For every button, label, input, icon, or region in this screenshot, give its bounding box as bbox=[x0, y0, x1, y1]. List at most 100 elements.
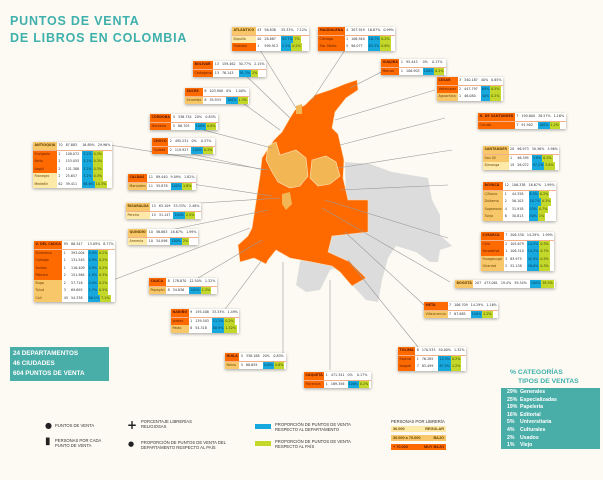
city-people: 86.703 bbox=[177, 123, 190, 128]
blue-swatch bbox=[255, 424, 271, 429]
dep-people: 96.973 bbox=[515, 146, 531, 155]
category-label: Universitaria bbox=[520, 419, 552, 426]
city-name: Cali bbox=[34, 294, 63, 302]
card-santander: SANTANDER 20 96.973 30.36% 3.96% San Gil 1 46.… bbox=[483, 146, 560, 170]
city-nat-share: 0.2% bbox=[98, 257, 109, 265]
city-name: Chía bbox=[481, 240, 504, 248]
city-name: Villavicencio bbox=[424, 310, 448, 318]
dep-share: 39.34% bbox=[514, 281, 527, 285]
dep-religious: 0% bbox=[189, 138, 200, 147]
dep-name: CALDAS bbox=[128, 174, 148, 183]
category-pct: 1% bbox=[507, 442, 515, 449]
city-dep-share: 1.9% bbox=[87, 272, 99, 280]
level-regular: 30.000 REGULAR bbox=[391, 426, 446, 432]
level-range: + 70.000 bbox=[393, 445, 408, 449]
city-points: 7 bbox=[516, 122, 519, 127]
city-nat-share: 0.2% bbox=[98, 279, 109, 287]
dep-religious: 20% bbox=[261, 353, 272, 362]
city-points: 8 bbox=[190, 326, 193, 330]
dep-points: 10 bbox=[147, 229, 155, 238]
card-magdalena: MAGDALENA 4 307.919 16.67% 0.99% Ciénaga 1 106… bbox=[318, 27, 396, 51]
card-bogota: BOGOTÁ 207 473.061 19.4% 39.34% 100% 39.3% bbox=[455, 280, 556, 288]
dep-religious: 16.67% bbox=[527, 182, 543, 191]
city-nat-share: 0.2% bbox=[434, 67, 445, 75]
dep-religious: 33.33% bbox=[171, 203, 188, 212]
city-dep-share: 91.7% bbox=[238, 69, 252, 77]
dep-points: 5 bbox=[239, 353, 245, 362]
legend-points-of-sale: PUNTOS DE VENTA bbox=[55, 423, 95, 428]
card-boyaca: BOYACÁ 12 106.338 16.67% 1.99% C/Sauro 1 44.35… bbox=[483, 182, 557, 221]
city-dep-share: 33% bbox=[528, 205, 538, 213]
city-name: Sta. Marta bbox=[318, 43, 345, 51]
card-cauca: CAUCA 8 178.870 12.50% 1.32% Popayán 8 34.836 1… bbox=[149, 278, 217, 294]
dep-religious: 14.29% bbox=[525, 232, 541, 241]
city-name: B/ventura bbox=[34, 249, 63, 257]
card-meta: META 7 106.709 14.29% 1.16% Villavicencio 7 67… bbox=[424, 302, 499, 318]
dep-name: CAUCA bbox=[149, 278, 167, 287]
dot-icon: ● bbox=[128, 440, 135, 448]
city-people: 54.338 bbox=[71, 295, 83, 300]
dep-religious: 16.67% bbox=[168, 229, 185, 238]
city-nat-share: 7% bbox=[293, 35, 301, 43]
dep-religious: 14.29% bbox=[469, 302, 485, 311]
dep-people: 495.231 bbox=[173, 138, 190, 147]
dep-name: ATLÁNTICO bbox=[232, 27, 256, 36]
dep-people: 87.883 bbox=[64, 142, 81, 151]
city-points: 2 bbox=[63, 273, 66, 277]
leader-lines bbox=[99, 49, 453, 370]
city-nat-share: 0.5% bbox=[539, 255, 550, 263]
city-points: 1 bbox=[505, 249, 508, 253]
city-people: 96.077 bbox=[351, 44, 363, 48]
dep-share: 0.99% bbox=[381, 27, 396, 36]
dep-name: SUCRE bbox=[185, 88, 203, 97]
city-dep-share: 100% bbox=[194, 122, 207, 130]
category-item: 16% Editorial bbox=[507, 412, 600, 420]
city-dep-share: 87.5% bbox=[438, 363, 451, 371]
city-name: Facatativá bbox=[481, 248, 504, 256]
city-points: 2 bbox=[58, 166, 61, 171]
dep-people: 56.863 bbox=[154, 229, 169, 238]
dep-share: 1.82% bbox=[182, 174, 197, 183]
dep-people: 170.533 bbox=[420, 347, 437, 356]
category-item: 25% Especializadas bbox=[507, 397, 600, 405]
city-dep-share: 100% bbox=[170, 182, 182, 190]
city-dep-share: 100% bbox=[170, 237, 182, 245]
dep-points: 8 bbox=[202, 88, 208, 97]
dep-points: 20 bbox=[508, 146, 516, 155]
city-points: 5 bbox=[346, 44, 349, 48]
plus-icon: + bbox=[127, 418, 138, 432]
city-points: 62 bbox=[58, 181, 63, 186]
city-people: 31.147 bbox=[158, 212, 171, 217]
map-antioquia bbox=[265, 141, 309, 189]
city-name: Ipiales bbox=[171, 317, 189, 325]
dep-religious: 30.36% bbox=[530, 146, 546, 155]
city-nat-share: 0.3% bbox=[92, 158, 103, 166]
category-label: Editorial bbox=[520, 411, 541, 418]
city-dep-share: 100% bbox=[262, 361, 275, 369]
dep-points: 2 bbox=[168, 138, 174, 147]
city-points: 2 bbox=[58, 151, 61, 156]
dep-religious: 28.57% bbox=[536, 113, 553, 122]
category-pct: 5% bbox=[507, 419, 515, 426]
city-points: 1 bbox=[504, 191, 507, 196]
dep-share: 29.96% bbox=[96, 142, 112, 151]
card-quindio: QUINDÍO 10 56.863 16.67% 1.99% Armenia 10 34.0… bbox=[128, 229, 199, 245]
dep-religious: 40% bbox=[479, 77, 490, 86]
city-people: 153.055 bbox=[65, 159, 80, 163]
level-muy-bajo: + 70.000 MUY BAJO bbox=[391, 444, 446, 450]
city-people: 46.080 bbox=[464, 94, 476, 98]
level-label: MUY BAJO bbox=[424, 445, 444, 449]
city-points: 11 bbox=[148, 183, 153, 188]
dep-name: MAGDALENA bbox=[318, 27, 345, 36]
city-nat-share: 1% bbox=[537, 213, 546, 221]
city-name: Medellín bbox=[33, 180, 57, 188]
city-name: Tunja bbox=[483, 213, 504, 221]
dep-share: 1.99% bbox=[540, 232, 555, 241]
card-huila: HUILA 5 338.188 20% 0.83% Neiva 5 68.659 100% 0.… bbox=[225, 353, 286, 369]
card-narino: NARIÑO 9 195.408 33.33% 1.49% Ipiales 1 139.50… bbox=[171, 309, 240, 333]
dep-religious: 13.09% bbox=[86, 241, 102, 250]
dep-share: 0.83% bbox=[271, 353, 286, 362]
dep-share: 3.96% bbox=[545, 146, 560, 155]
dep-people: 473.061 bbox=[484, 281, 498, 285]
